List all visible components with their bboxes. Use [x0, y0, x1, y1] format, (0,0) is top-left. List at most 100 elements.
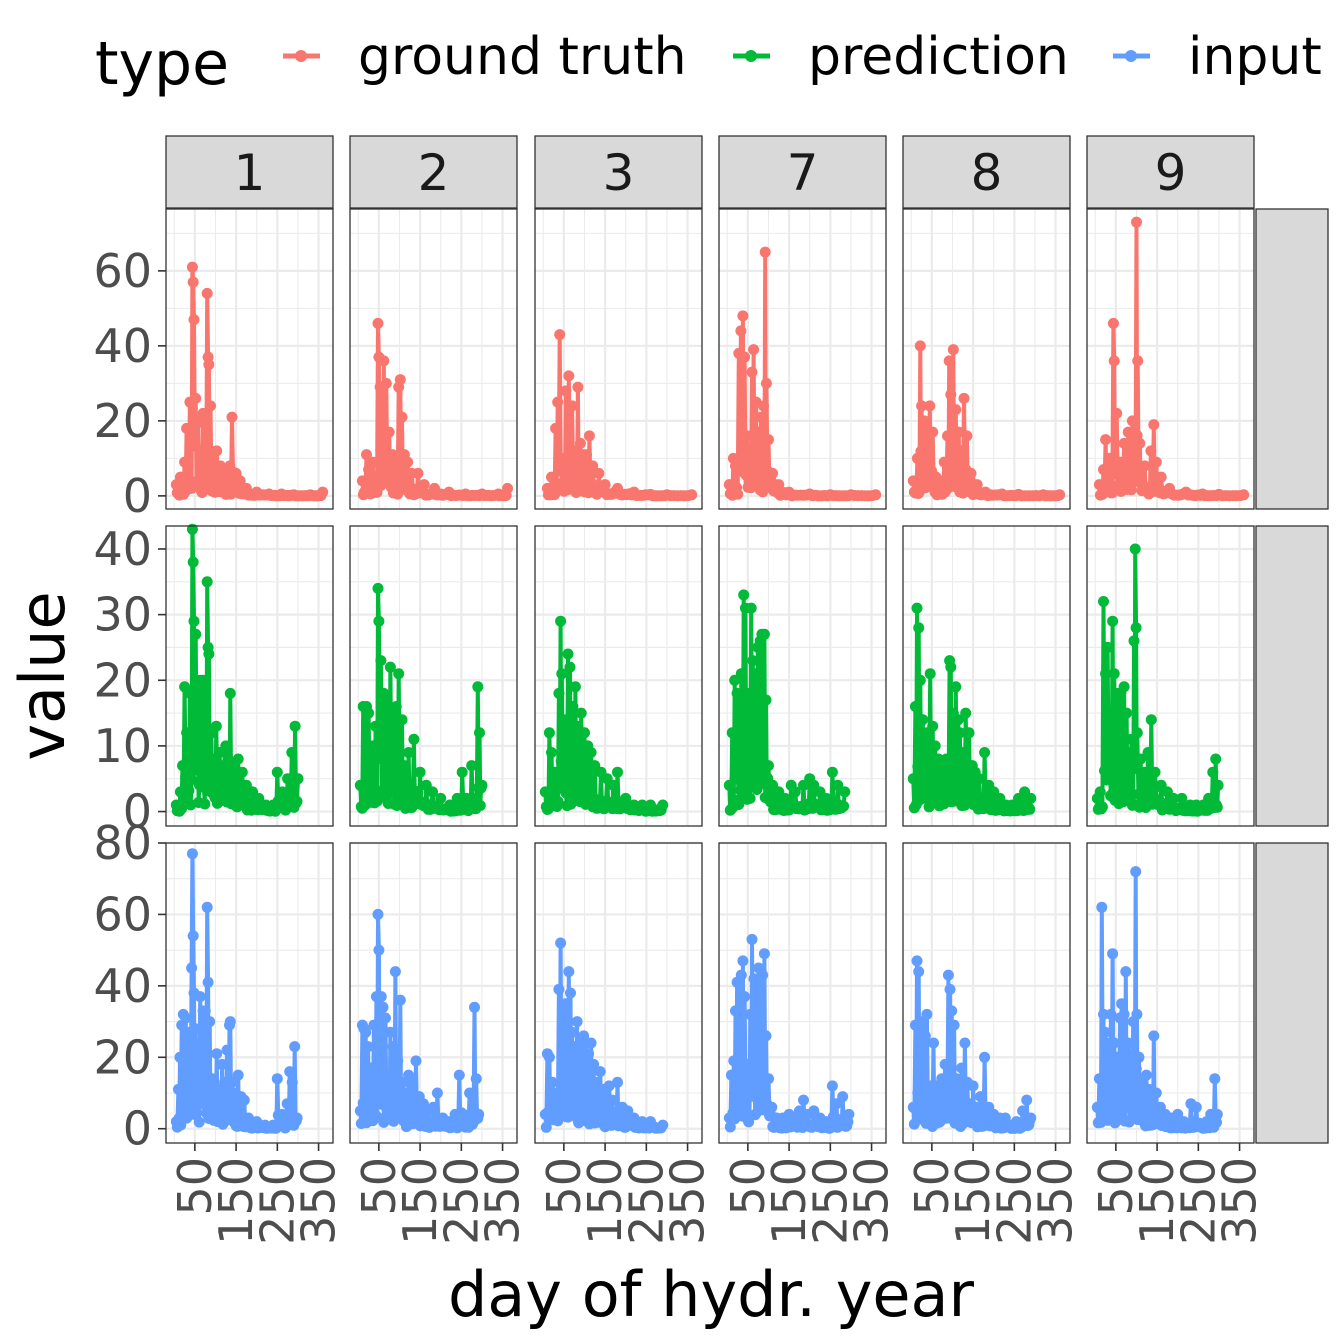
data-point [186, 774, 198, 786]
data-point [199, 1005, 211, 1017]
data-point [574, 437, 586, 449]
data-point [946, 1005, 958, 1017]
data-point [767, 467, 779, 479]
data-point [1111, 407, 1123, 419]
data-point [831, 1098, 842, 1110]
data-point [726, 727, 738, 739]
facet-panels [165, 208, 1255, 1144]
y-tick-label: 40 [93, 522, 152, 576]
data-point [760, 694, 772, 706]
data-point [588, 1058, 600, 1070]
data-point [1102, 1062, 1114, 1074]
data-point [938, 456, 950, 468]
data-point [1104, 714, 1116, 726]
strip-label: 8 [971, 144, 1003, 202]
data-point [234, 1107, 246, 1119]
data-point [952, 714, 964, 726]
data-point [476, 779, 488, 791]
data-point [563, 370, 575, 382]
data-point [552, 795, 564, 807]
x-tick-label: 250 [434, 1157, 488, 1245]
strip-col-9: 9 [1086, 135, 1255, 209]
data-point [1107, 317, 1119, 329]
strip-background [1255, 525, 1329, 827]
data-point [603, 1080, 615, 1092]
x-tick-label: 350 [845, 1157, 899, 1245]
data-point [942, 430, 953, 442]
data-point [739, 351, 751, 363]
data-point [820, 792, 832, 804]
data-point [1129, 543, 1141, 555]
data-point [793, 1105, 805, 1117]
data-point [1130, 622, 1142, 634]
x-tick-label: 150 [946, 1157, 1000, 1245]
data-point [754, 1005, 766, 1017]
series-ground-truth-7 [723, 246, 882, 502]
panel-border [349, 525, 518, 827]
data-point [362, 1041, 374, 1053]
data-point [194, 445, 206, 457]
data-point [200, 701, 212, 712]
data-point [232, 1069, 244, 1081]
data-point [583, 1048, 595, 1060]
x-axis-title: day of hydr. year [448, 1258, 975, 1331]
data-point [1129, 763, 1141, 775]
data-point [232, 753, 244, 765]
data-point [945, 389, 957, 401]
data-point [1145, 714, 1157, 726]
data-point [234, 475, 246, 487]
data-point [199, 798, 211, 810]
data-point [587, 460, 599, 472]
data-point [177, 760, 188, 772]
data-point [657, 1119, 669, 1131]
data-point [361, 449, 372, 461]
y-tick-label: 0 [123, 785, 152, 839]
data-point [380, 694, 392, 706]
data-point [957, 747, 969, 758]
data-point [921, 1008, 933, 1020]
y-axis-prediction: 0 10 20 30 40 [93, 522, 166, 839]
data-point [912, 1087, 924, 1099]
data-point [382, 1073, 394, 1085]
panel-border [534, 842, 703, 1144]
data-point [744, 441, 756, 453]
data-point [914, 674, 926, 686]
data-point [933, 1087, 944, 1099]
data-point [757, 969, 769, 981]
data-point [375, 991, 387, 1003]
data-point [907, 773, 919, 785]
data-point [1207, 766, 1219, 778]
data-point [1133, 1051, 1145, 1063]
data-point [553, 983, 565, 995]
data-point [180, 1012, 192, 1024]
data-point [210, 720, 222, 732]
data-point [203, 648, 215, 660]
data-point [374, 753, 386, 764]
data-point [753, 426, 765, 438]
data-point [375, 655, 387, 667]
data-point [394, 374, 406, 386]
data-point [953, 1080, 965, 1092]
data-point [1150, 456, 1162, 468]
data-point [1130, 866, 1142, 878]
data-point [201, 287, 213, 299]
data-point [955, 787, 967, 799]
data-point [253, 792, 265, 804]
data-point [911, 955, 923, 967]
series-prediction-7 [723, 589, 851, 816]
data-point [744, 792, 756, 804]
data-point [585, 747, 597, 758]
data-point [1212, 779, 1224, 791]
data-point [1168, 792, 1180, 804]
data-point [380, 1012, 391, 1024]
data-point [748, 344, 760, 356]
data-point [911, 602, 923, 614]
data-point [574, 1051, 585, 1063]
data-point [725, 1069, 737, 1081]
data-point [317, 486, 329, 498]
data-point [179, 456, 191, 468]
data-point [737, 955, 749, 967]
data-point [203, 359, 215, 371]
series-ground-truth-9 [1093, 216, 1250, 502]
y-tick-label: 10 [93, 719, 152, 773]
